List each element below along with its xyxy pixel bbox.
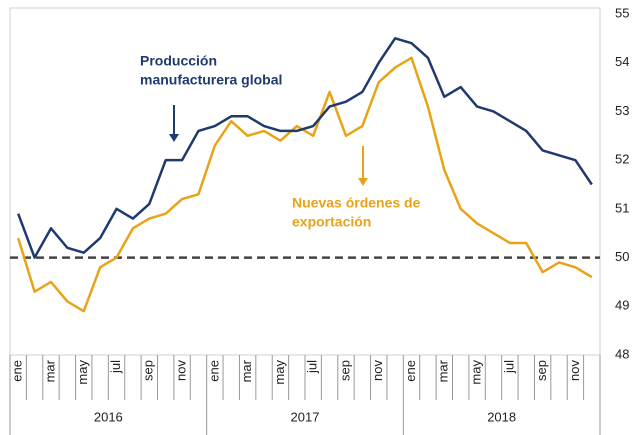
- x-tick-label: may: [469, 360, 484, 385]
- x-tick-label: sep: [141, 360, 156, 381]
- x-tick-label: jul: [305, 360, 320, 374]
- x-tick-label: jul: [108, 360, 123, 374]
- x-tick-label: mar: [239, 359, 254, 382]
- x-tick-label: nov: [370, 360, 385, 381]
- x-tick-label: jul: [501, 360, 516, 374]
- arrow-head: [169, 134, 179, 142]
- series-line: [16, 56, 593, 313]
- y-tick-label: 50: [615, 249, 629, 264]
- x-tick-label: sep: [337, 360, 352, 381]
- x-tick-label: sep: [534, 360, 549, 381]
- series-line: [17, 37, 593, 259]
- x-tick-label: mar: [42, 359, 57, 382]
- x-tick-label: nov: [174, 360, 189, 381]
- x-tick-label: ene: [10, 360, 25, 382]
- y-tick-label: 54: [615, 54, 629, 69]
- y-tick-label: 52: [615, 152, 629, 167]
- y-tick-label: 49: [615, 298, 629, 313]
- series-label: exportación: [292, 214, 371, 230]
- x-tick-label: may: [272, 360, 287, 385]
- x-tick-label: may: [75, 360, 90, 385]
- y-tick-label: 55: [615, 5, 629, 20]
- x-tick-label: nov: [567, 360, 582, 381]
- plot-area: [9, 7, 601, 356]
- x-tick-label: ene: [206, 360, 221, 382]
- x-tick-label: mar: [436, 359, 451, 382]
- arrow-head: [358, 178, 368, 186]
- year-label: 2016: [94, 409, 123, 424]
- y-tick-label: 53: [615, 103, 629, 118]
- year-label: 2018: [487, 409, 516, 424]
- y-tick-label: 51: [615, 200, 629, 215]
- series-label: Producción: [140, 53, 217, 69]
- x-tick-label: ene: [403, 360, 418, 382]
- y-tick-label: 48: [615, 346, 629, 361]
- year-label: 2017: [291, 409, 320, 424]
- series-label: manufacturera global: [140, 72, 282, 88]
- series-label: Nuevas órdenes de: [292, 195, 421, 211]
